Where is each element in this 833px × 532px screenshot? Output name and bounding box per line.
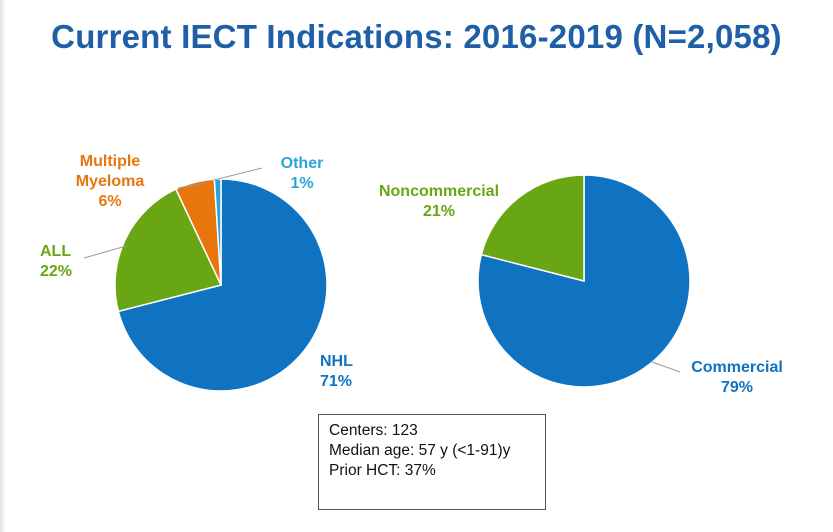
info-prior-hct: Prior HCT: 37% — [329, 462, 436, 479]
label-multiple-myeloma: Multiple Myeloma 6% — [75, 153, 145, 210]
leader-multiple-myeloma — [177, 182, 207, 189]
label-nhl: NHL 71% — [320, 353, 353, 390]
leader-all — [83, 245, 127, 259]
pie-slice-nhl — [117, 178, 328, 392]
label-commercial: Commercial 79% — [691, 359, 783, 396]
left-edge-shade — [0, 0, 6, 532]
info-box: Centers: 123 Median age: 57 y (<1-91)y P… — [318, 414, 546, 510]
leader-other — [213, 167, 263, 181]
pie-slice-noncommercial — [480, 174, 585, 282]
leader-lines — [83, 167, 681, 373]
label-all: ALL 22% — [40, 243, 73, 280]
leader-commercial — [651, 361, 681, 373]
page-title: Current IECT Indications: 2016-2019 (N=2… — [51, 18, 782, 55]
info-centers: Centers: 123 — [329, 422, 418, 439]
label-noncommercial: Noncommercial 21% — [378, 183, 500, 220]
pie-slice-commercial — [477, 174, 691, 388]
info-median-age: Median age: 57 y (<1-91)y — [329, 442, 511, 459]
pie-slice-all — [114, 188, 223, 313]
indications-pie — [114, 178, 328, 392]
sponsor-pie — [477, 174, 691, 388]
label-other: Other 1% — [280, 155, 324, 192]
